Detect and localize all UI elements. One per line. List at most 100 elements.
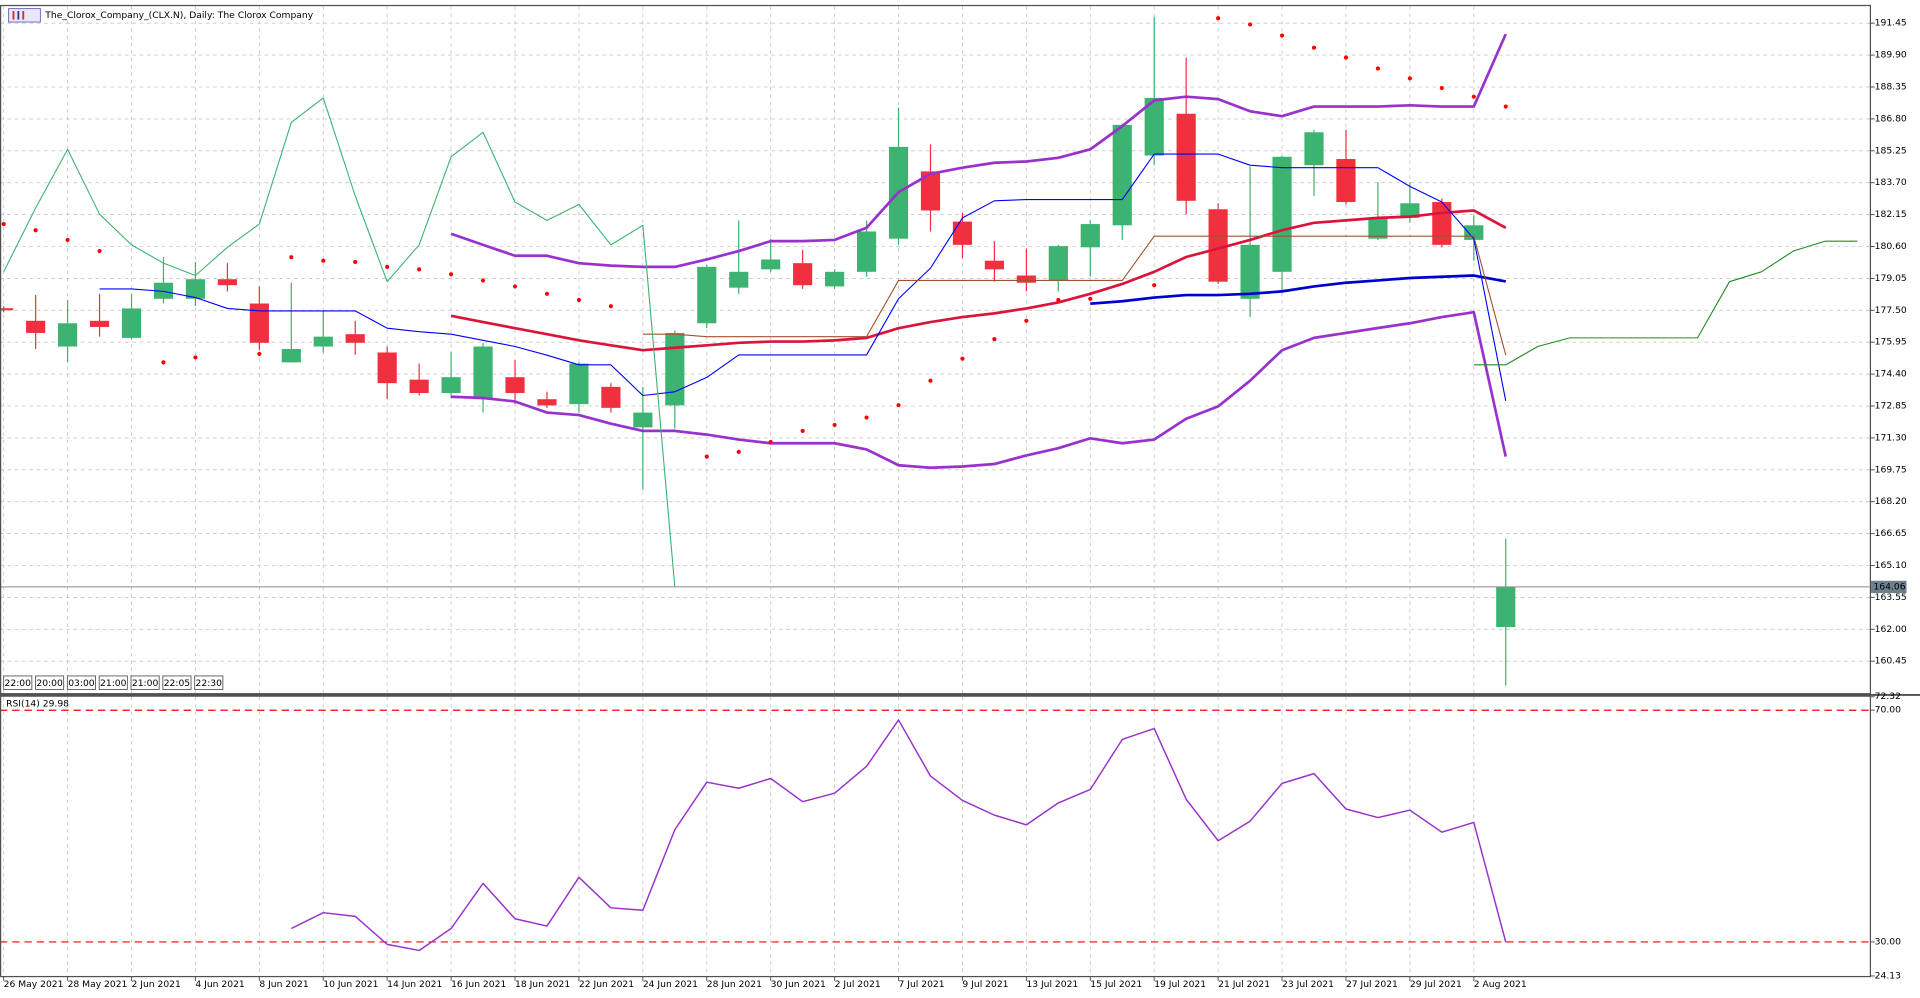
candle-body <box>26 320 46 333</box>
x-tick-label: 23 Jul 2021 <box>1282 979 1334 990</box>
candle-body <box>58 323 78 347</box>
sar-dot <box>1279 33 1285 38</box>
sar-dot <box>97 248 102 254</box>
line-series <box>290 719 1507 952</box>
session-label: 22:30 <box>196 678 223 689</box>
line-series <box>642 235 1507 356</box>
y-tick-label: 191.45 <box>1875 18 1907 29</box>
session-label: 20:00 <box>36 678 63 689</box>
candle-body <box>0 308 14 311</box>
candle-body <box>473 346 493 400</box>
current-price-label: 164.06 <box>1873 581 1905 592</box>
main-frame <box>0 4 1872 695</box>
sar-dot <box>928 378 933 383</box>
sar-dot <box>768 439 773 445</box>
candle-body <box>1048 246 1068 281</box>
x-tick-label: 4 Jun 2021 <box>195 979 244 990</box>
candle-body <box>89 320 110 327</box>
candle-body <box>1208 209 1228 282</box>
rsi-plot <box>0 709 1870 952</box>
candle-body <box>1400 203 1420 218</box>
candle-body <box>569 363 589 405</box>
candle-body <box>1144 97 1164 156</box>
candle-body <box>313 336 333 347</box>
candle-body <box>825 271 845 287</box>
candle-body <box>217 279 237 286</box>
candle-body <box>920 171 941 211</box>
sar-dot <box>1439 85 1444 91</box>
sar-dot <box>1056 297 1061 303</box>
sar-dot <box>512 284 518 289</box>
candle-body <box>1112 124 1132 226</box>
x-tick-label: 2 Jul 2021 <box>835 979 881 990</box>
x-tick-label: 21 Jul 2021 <box>1218 979 1270 990</box>
candle-body <box>1432 202 1452 245</box>
candle-body <box>856 231 877 272</box>
y-tick-label: 169.75 <box>1875 464 1907 475</box>
candle-body <box>1240 244 1260 299</box>
candle-body <box>505 377 525 394</box>
candle-body <box>377 352 397 384</box>
line-series <box>451 310 1508 470</box>
sar-dot <box>321 258 326 263</box>
sar-dot <box>65 237 70 242</box>
session-box <box>66 675 96 690</box>
y-tick-label: 179.05 <box>1875 273 1907 284</box>
sar-dot <box>704 454 709 459</box>
y-tick-label: 183.70 <box>1875 177 1907 188</box>
y-tick-label: 24.13 <box>1875 970 1901 981</box>
sar-dot <box>193 355 198 360</box>
main-plot <box>0 16 1870 686</box>
candle-body <box>537 399 557 406</box>
x-tick-label: 28 Jun 2021 <box>707 979 762 990</box>
sar-dot <box>1311 45 1317 50</box>
candle-body <box>697 266 717 324</box>
sar-dot <box>33 228 38 233</box>
candle-body <box>153 282 174 299</box>
sar-dot <box>1503 104 1508 109</box>
sar-dot <box>864 415 869 420</box>
x-tick-label: 14 Jun 2021 <box>387 979 442 990</box>
sar-dot <box>544 291 550 296</box>
x-tick-label: 28 May 2021 <box>68 979 128 990</box>
y-tick-label: 186.80 <box>1875 113 1907 124</box>
line-series <box>1090 274 1507 306</box>
session-label: 21:00 <box>132 678 159 689</box>
sar-dot <box>1152 283 1157 288</box>
sar-dot <box>1216 16 1221 21</box>
candle-body <box>121 308 142 338</box>
y-tick-label: 168.20 <box>1875 496 1907 507</box>
grid-layer <box>0 6 1870 976</box>
sar-dot <box>289 255 294 260</box>
x-tick-label: 15 Jul 2021 <box>1090 979 1142 990</box>
y-tick-label: 172.85 <box>1875 400 1907 411</box>
y-tick-label: 182.15 <box>1875 209 1907 220</box>
x-tick-label: 2 Jun 2021 <box>132 979 181 990</box>
sar-dot <box>992 337 997 342</box>
candle-body <box>793 263 813 286</box>
candle-body <box>1176 113 1196 201</box>
line-series <box>450 33 1507 269</box>
chart-title: The_Clorox_Company_(CLX.N), Daily: The C… <box>44 10 313 21</box>
sar-dot <box>161 360 166 365</box>
x-tick-label: 13 Jul 2021 <box>1026 979 1078 990</box>
x-tick-label: 2 Aug 2021 <box>1474 979 1527 990</box>
sar-dot <box>480 278 486 283</box>
session-box <box>3 675 33 690</box>
session-box <box>35 675 65 690</box>
y-tick-label: 188.35 <box>1875 82 1907 93</box>
session-box <box>130 675 160 690</box>
sar-dot <box>257 351 262 357</box>
sar-dot <box>896 403 901 408</box>
y-tick-label: 180.60 <box>1875 241 1907 252</box>
x-tick-label: 18 Jun 2021 <box>515 979 570 990</box>
sar-dot <box>1471 94 1476 99</box>
sar-dot <box>1407 76 1412 81</box>
x-tick-label: 7 Jul 2021 <box>899 979 945 990</box>
candle-body <box>729 271 749 288</box>
candle-body <box>1272 156 1292 272</box>
x-tick-label: 9 Jul 2021 <box>962 979 1008 990</box>
line-series <box>450 209 1507 352</box>
sar-dot <box>576 297 582 303</box>
